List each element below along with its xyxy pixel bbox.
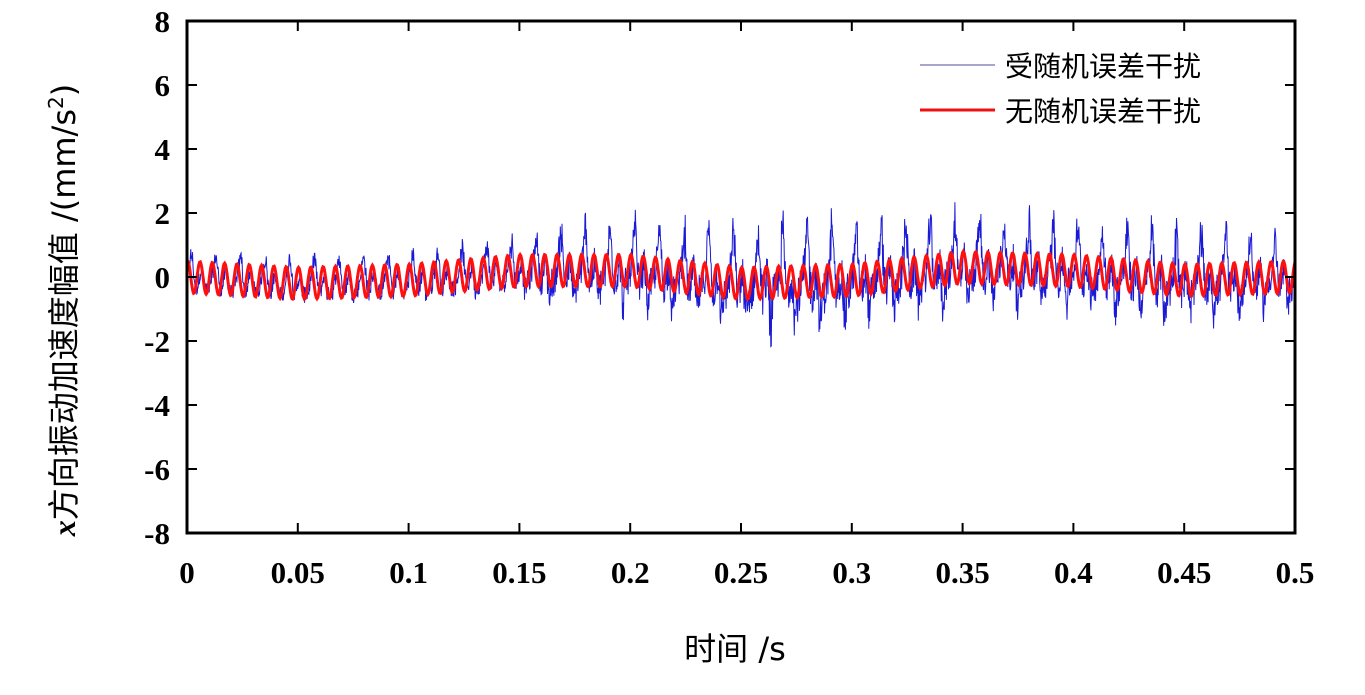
y-tick-label: -2 xyxy=(144,324,170,359)
x-tick-label: 0.4 xyxy=(1054,555,1093,590)
legend-label-noisy: 受随机误差干扰 xyxy=(1005,50,1201,83)
y-axis-label-sup: 2 xyxy=(44,96,68,109)
series-line-clean xyxy=(185,248,1297,302)
y-axis-label-text: 方向振动加速度幅值 /(mm/s xyxy=(45,109,83,520)
legend: 受随机误差干扰 无随机误差干扰 xyxy=(920,50,1201,128)
legend-label-clean: 无随机误差干扰 xyxy=(1005,95,1201,128)
y-axis-label: x方向振动加速度幅值 /(mm/s2) xyxy=(44,84,83,537)
y-tick-label: 0 xyxy=(155,260,171,295)
series-line-noisy xyxy=(186,202,1296,348)
y-tick-label: -8 xyxy=(144,516,170,551)
x-tick-label: 0 xyxy=(179,555,195,590)
x-axis-label: 时间 /s xyxy=(684,630,786,668)
y-tick-label: 6 xyxy=(155,68,171,103)
x-tick-label: 0.3 xyxy=(832,555,871,590)
x-tick-label: 0.5 xyxy=(1276,555,1315,590)
y-axis-label-var: x xyxy=(46,520,82,537)
y-tick-label: -6 xyxy=(144,452,170,487)
y-tick-label: 2 xyxy=(155,196,171,231)
x-tick-label: 0.1 xyxy=(389,555,428,590)
plot-lines xyxy=(185,202,1297,348)
x-tick-label: 0.2 xyxy=(611,555,650,590)
x-tick-label: 0.35 xyxy=(935,555,989,590)
x-tick-label: 0.25 xyxy=(714,555,768,590)
x-tick-label: 0.05 xyxy=(271,555,325,590)
y-tick-label: -4 xyxy=(144,388,170,423)
y-tick-label: 8 xyxy=(155,4,171,39)
axis-ticks: 0 0.05 0.1 0.15 0.2 0.25 0.3 0.35 0.4 0.45 0.5 -8 -6… xyxy=(144,4,1314,590)
y-axis-label-close: ) xyxy=(45,84,83,96)
x-tick-label: 0.15 xyxy=(492,555,546,590)
y-tick-label: 4 xyxy=(155,132,171,167)
x-tick-label: 0.45 xyxy=(1157,555,1211,590)
